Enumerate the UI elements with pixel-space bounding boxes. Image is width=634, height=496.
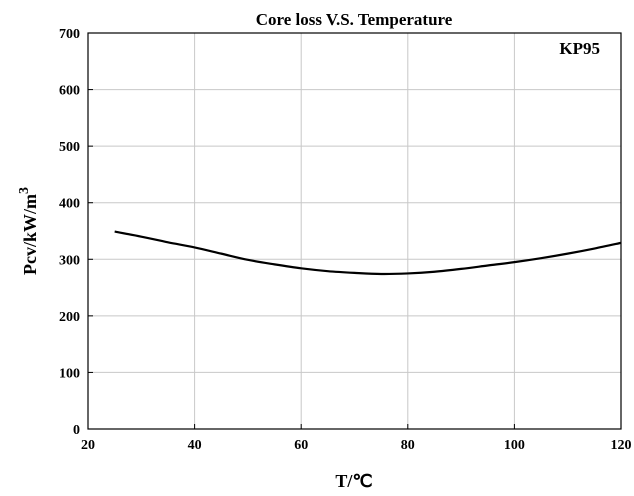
y-axis-label-group: Pcv/kW/m3 [17, 187, 40, 275]
y-axis-label: Pcv/kW/m [20, 194, 40, 275]
core-loss-line [114, 230, 622, 276]
x-tick-label: 40 [188, 438, 202, 453]
y-tick-label: 100 [59, 366, 80, 381]
material-annotation: KP95 [559, 39, 600, 58]
y-tick-label: 200 [59, 310, 80, 325]
grid-layer [88, 33, 621, 429]
tick-labels: 20 40 60 80 100 120 0 100 200 300 400 500 600 700 [59, 27, 632, 453]
plot-frame [87, 32, 622, 430]
y-tick-label: 400 [59, 197, 80, 212]
y-tick-label: 300 [59, 253, 80, 268]
chart-title: Core loss V.S. Temperature [256, 10, 453, 29]
x-tick-label: 80 [401, 438, 415, 453]
x-tick-label: 20 [81, 438, 95, 453]
y-tick-label: 500 [59, 140, 80, 155]
x-tick-label: 100 [504, 438, 525, 453]
x-axis-label: T/℃ [335, 471, 372, 491]
y-tick-label: 0 [73, 423, 80, 438]
y-tick-label: 700 [59, 27, 80, 42]
x-tick-label: 120 [611, 438, 632, 453]
x-tick-label: 60 [294, 438, 308, 453]
y-tick-label: 600 [59, 84, 80, 99]
series-layer [114, 230, 622, 276]
svg-text:Pcv/kW/m3: Pcv/kW/m3 [17, 187, 40, 275]
y-axis-label-superscript: 3 [17, 187, 32, 194]
